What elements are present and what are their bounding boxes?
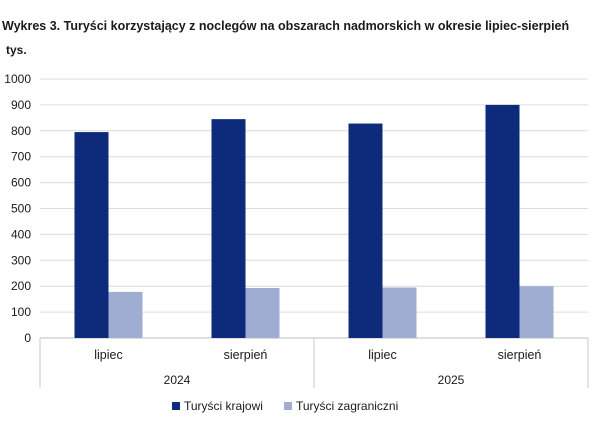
y-tick-label: 800 <box>11 124 31 138</box>
legend-label: Turyści krajowi <box>184 399 263 413</box>
bar-zagraniczni <box>382 287 417 338</box>
x-group-label: 2025 <box>438 373 465 387</box>
y-tick-label: 700 <box>11 150 31 164</box>
x-category-label: lipiec <box>368 348 397 362</box>
y-unit-label: tys. <box>6 43 27 57</box>
y-tick-label: 900 <box>11 98 31 112</box>
y-tick-label: 0 <box>24 331 31 345</box>
x-axis: lipiec sierpień lipiec sierpień 2024 2025 <box>39 338 589 388</box>
x-category-label: sierpień <box>224 348 268 362</box>
y-tick-label: 600 <box>11 176 31 190</box>
bar-zagraniczni <box>108 291 143 338</box>
chart-title: Wykres 3. Turyści korzystający z noclegó… <box>2 19 569 33</box>
y-tick-label: 500 <box>11 202 31 216</box>
bar-zagraniczni <box>245 288 280 338</box>
legend-swatch <box>284 402 292 410</box>
y-tick-label: 400 <box>11 227 31 241</box>
bar-krajowi <box>74 132 109 338</box>
x-group-label: 2024 <box>164 373 191 387</box>
x-category-label: sierpień <box>498 348 542 362</box>
y-tick-label: 200 <box>11 279 31 293</box>
y-tick-label: 300 <box>11 253 31 267</box>
y-tick-label: 1000 <box>4 72 31 86</box>
x-category-label: lipiec <box>94 348 123 362</box>
legend-label: Turyści zagraniczni <box>296 399 398 413</box>
legend: Turyści krajowi Turyści zagraniczni <box>172 399 398 413</box>
y-axis-ticks: 0 100 200 300 400 500 600 700 800 900 1000 <box>4 72 31 345</box>
bars <box>74 104 554 339</box>
bar-krajowi <box>485 104 520 339</box>
bar-krajowi <box>211 119 246 339</box>
bar-zagraniczni <box>519 286 554 338</box>
y-tick-label: 100 <box>11 305 31 319</box>
legend-swatch <box>172 402 180 410</box>
bar-krajowi <box>348 123 383 338</box>
